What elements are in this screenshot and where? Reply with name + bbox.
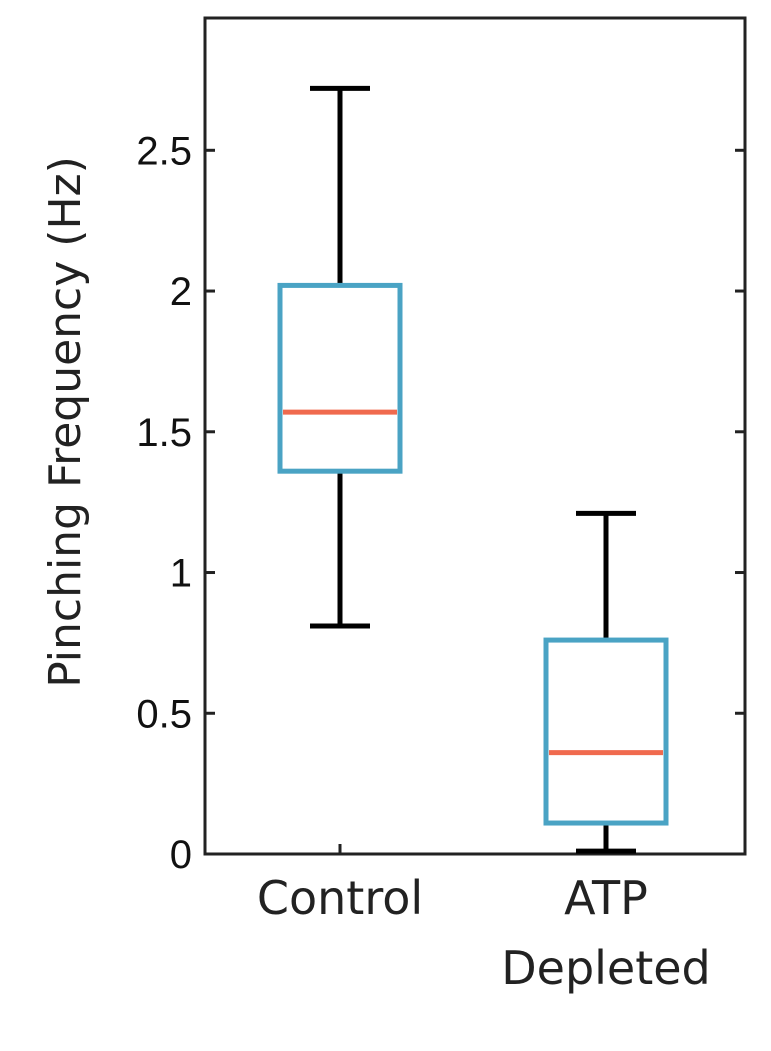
- category-label: Control: [257, 871, 423, 925]
- category-labels-layer: Control ATP Depleted: [257, 871, 711, 995]
- category-label: Depleted: [501, 941, 711, 995]
- boxes-layer: [277, 85, 669, 854]
- box-group: [277, 85, 403, 629]
- y-tick-label: 2.5: [136, 129, 192, 173]
- y-tick-label: 0: [170, 833, 192, 877]
- box-group: [543, 510, 669, 854]
- y-axis-title: Pinching Frequency (Hz): [40, 156, 91, 688]
- y-tick-label: 2: [170, 270, 192, 314]
- plot-frame: [203, 16, 747, 856]
- box-iqr: [277, 282, 403, 474]
- category-label: ATP: [564, 871, 648, 925]
- y-tick-label: 1: [170, 552, 192, 596]
- y-tick-label: 1.5: [136, 411, 192, 455]
- y-ticks-layer: 0 0.5 1 1.5 2 2.5: [136, 129, 745, 877]
- box-iqr: [543, 637, 669, 826]
- y-tick-label: 0.5: [136, 692, 192, 736]
